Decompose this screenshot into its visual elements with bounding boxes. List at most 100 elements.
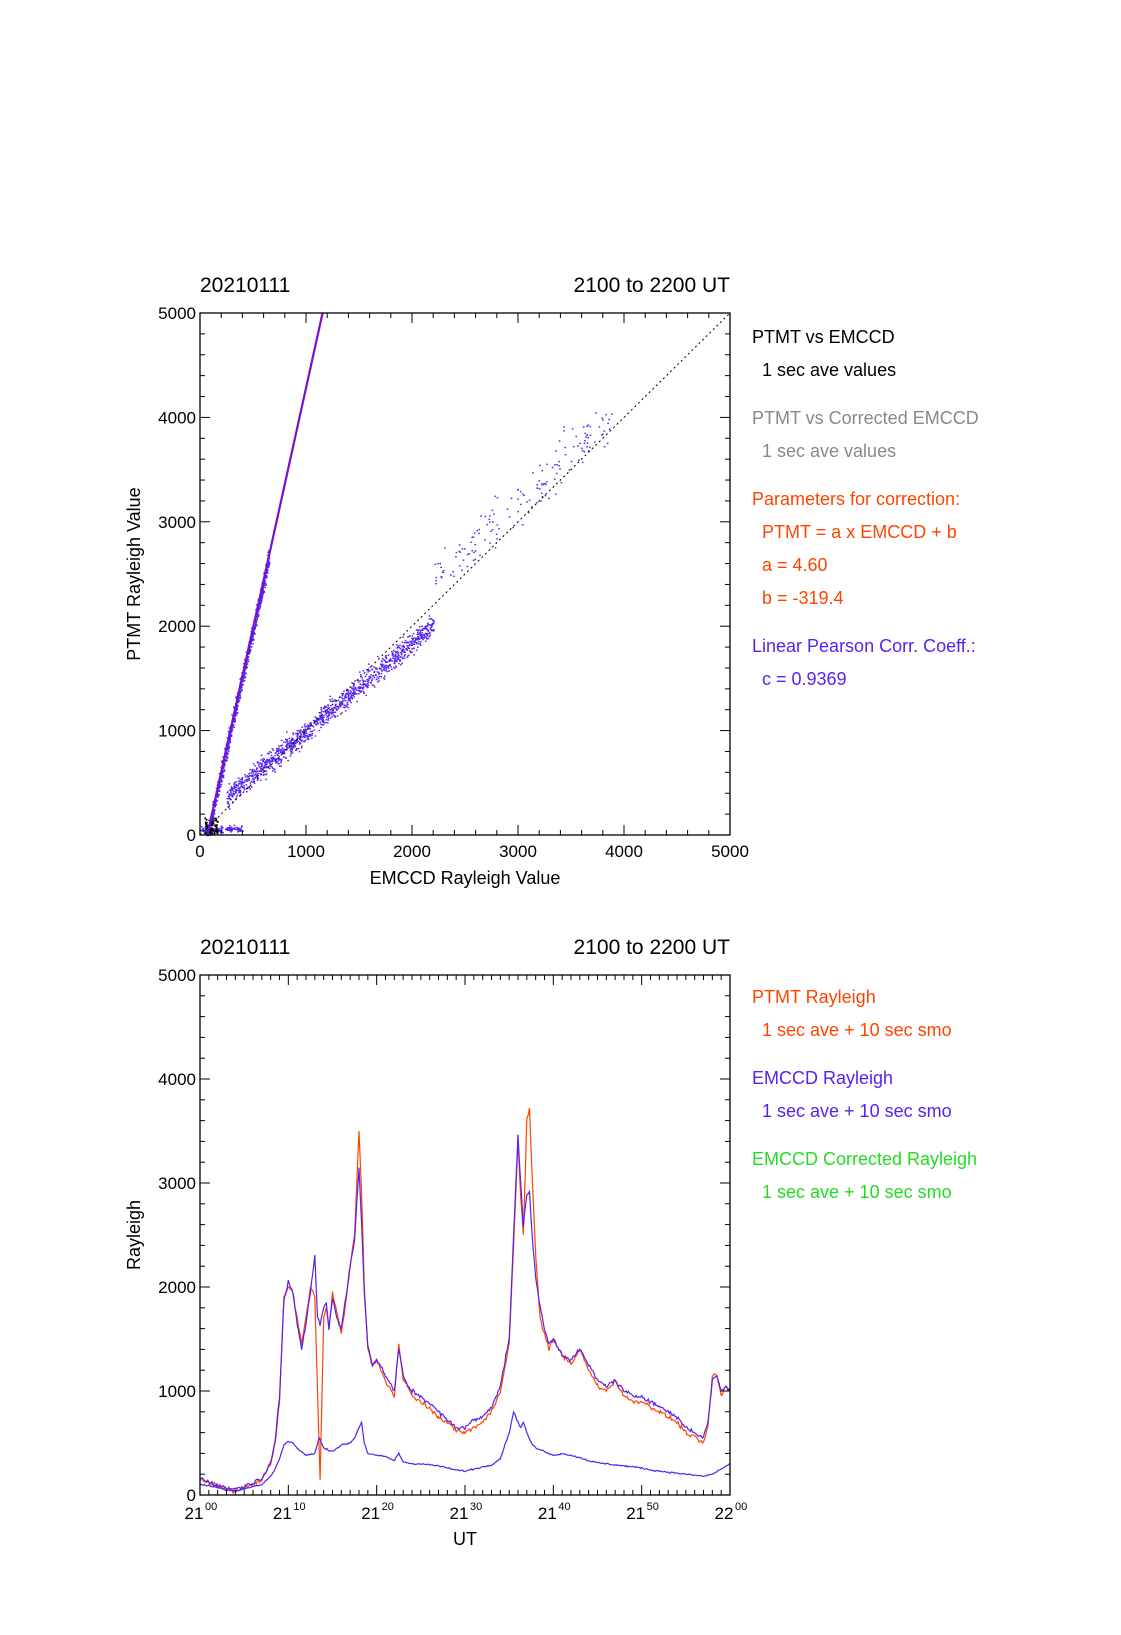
scatter-point	[210, 826, 212, 829]
scatter-point	[303, 730, 306, 732]
scatter-point	[316, 723, 319, 725]
scatter-point	[347, 700, 350, 702]
scatter-point	[216, 824, 218, 827]
scatter-point	[270, 757, 273, 760]
scatter-point	[281, 744, 283, 746]
scatter-point	[312, 719, 315, 722]
scatter-point	[366, 680, 369, 683]
scatter-point	[395, 656, 397, 658]
scatter-point	[219, 829, 221, 832]
scatter-point	[292, 732, 294, 734]
scatter-point	[330, 700, 332, 703]
scatter-point	[214, 817, 217, 820]
scatter-point	[229, 739, 231, 742]
scatter-point	[228, 793, 231, 795]
scatter-point	[294, 741, 297, 743]
series-line-2	[199, 1410, 731, 1493]
scatter-point	[461, 548, 464, 550]
scatter-point	[205, 830, 208, 833]
scatter-point	[252, 778, 254, 780]
scatter-point	[282, 756, 285, 758]
scatter-point	[301, 731, 304, 733]
scatter-point	[490, 530, 492, 532]
scatter-point	[258, 608, 260, 611]
scatter-point	[297, 734, 299, 736]
scatter-point	[236, 712, 238, 714]
scatter-point	[261, 597, 263, 599]
scatter-point	[252, 763, 255, 765]
scatter-point	[419, 634, 421, 637]
scatter-point	[233, 721, 236, 723]
scatter-point	[295, 732, 297, 735]
scatter-point	[371, 679, 373, 682]
y-tick-label: 1000	[158, 722, 196, 741]
scatter-point	[334, 711, 337, 713]
timeseries-lines	[199, 1107, 731, 1495]
scatter-point	[380, 660, 383, 663]
scatter-point	[347, 706, 349, 709]
scatter-point	[235, 697, 237, 699]
scatter-point	[318, 712, 321, 714]
scatter-point	[216, 795, 218, 797]
scatter-point	[522, 493, 524, 495]
scatter-point	[260, 601, 262, 604]
scatter-point	[426, 625, 429, 627]
scatter-point	[223, 764, 226, 766]
scatter-point	[233, 726, 235, 729]
scatter-point	[250, 780, 253, 783]
scatter-point	[230, 826, 233, 828]
scatter-point	[584, 432, 586, 435]
scatter-point	[239, 828, 241, 831]
scatter-point	[371, 669, 374, 671]
scatter-point	[330, 709, 332, 711]
scatter-point	[322, 719, 324, 721]
scatter-point	[394, 657, 396, 660]
scatter-point	[358, 689, 361, 692]
scatter-point	[271, 761, 274, 763]
scatter-point	[416, 634, 419, 636]
scatter-point	[299, 741, 301, 744]
scatter-point	[243, 785, 245, 787]
scatter-point	[341, 702, 344, 704]
scatter-point	[372, 674, 375, 677]
scatter-point	[221, 831, 224, 833]
scatter-point	[369, 666, 372, 668]
scatter-point	[362, 688, 364, 690]
scatter-point	[471, 536, 473, 539]
scatter-point	[508, 516, 511, 518]
scatter-point	[271, 770, 274, 772]
scatter-point	[367, 671, 369, 673]
scatter-point	[264, 765, 266, 767]
scatter-point	[278, 765, 281, 767]
scatter-point	[298, 729, 300, 732]
scatter-point	[461, 569, 463, 571]
scatter-x-axis-label: EMCCD Rayleigh Value	[370, 868, 561, 888]
scatter-point	[335, 705, 338, 708]
scatter-point	[285, 738, 287, 740]
scatter-point	[272, 767, 274, 770]
scatter-point	[268, 761, 270, 763]
scatter-point	[344, 696, 346, 698]
scatter-point	[238, 829, 240, 831]
scatter-point	[323, 714, 325, 717]
scatter-point	[423, 637, 426, 639]
scatter-point	[225, 759, 227, 762]
scatter-point	[424, 628, 426, 630]
scatter-point	[332, 708, 334, 710]
scatter-point	[493, 513, 495, 515]
scatter-point	[489, 542, 491, 544]
scatter-point	[264, 580, 266, 583]
scatter-point	[305, 734, 308, 737]
scatter-point	[254, 625, 257, 628]
scatter-point	[262, 771, 265, 774]
scatter-point	[369, 670, 371, 672]
scatter-point	[234, 715, 236, 718]
scatter-point	[302, 734, 305, 736]
scatter-point	[234, 786, 236, 789]
scatter-point	[244, 776, 247, 778]
scatter-point	[242, 681, 244, 683]
scatter-point	[300, 739, 302, 741]
scatter-point	[343, 698, 346, 700]
scatter-point	[228, 745, 230, 747]
scatter-point	[245, 665, 247, 667]
